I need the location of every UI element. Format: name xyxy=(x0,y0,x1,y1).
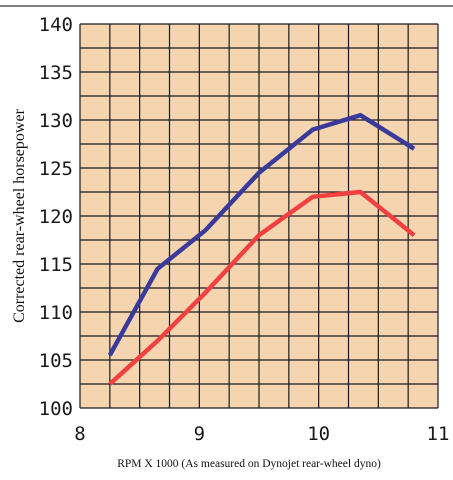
series-line-1 xyxy=(107,112,416,357)
gridlines xyxy=(79,23,439,409)
x-tick-label: 11 xyxy=(427,423,450,445)
x-tick-label: 10 xyxy=(307,423,330,445)
x-axis-label: RPM X 1000 (As measured on Dynojet rear-… xyxy=(117,458,381,470)
y-tick-label: 135 xyxy=(39,62,73,84)
y-tick-label: 105 xyxy=(39,350,73,372)
tick-labels: 100 105 110 115 120 125 130 135 140 8 9 10 11 xyxy=(39,14,450,445)
y-tick-label: 125 xyxy=(39,158,73,180)
series-line-2 xyxy=(108,189,416,386)
y-tick-label: 110 xyxy=(39,302,73,324)
y-tick-label: 115 xyxy=(39,254,73,276)
y-tick-label: 100 xyxy=(39,398,73,420)
x-tick-label: 8 xyxy=(74,423,85,445)
series-lines xyxy=(107,112,416,386)
y-axis-label: Corrected rear-wheel horsepower xyxy=(11,108,28,322)
y-tick-label: 120 xyxy=(39,206,73,228)
y-tick-label: 130 xyxy=(39,110,73,132)
x-tick-label: 9 xyxy=(194,423,205,445)
y-tick-label: 140 xyxy=(39,14,73,36)
